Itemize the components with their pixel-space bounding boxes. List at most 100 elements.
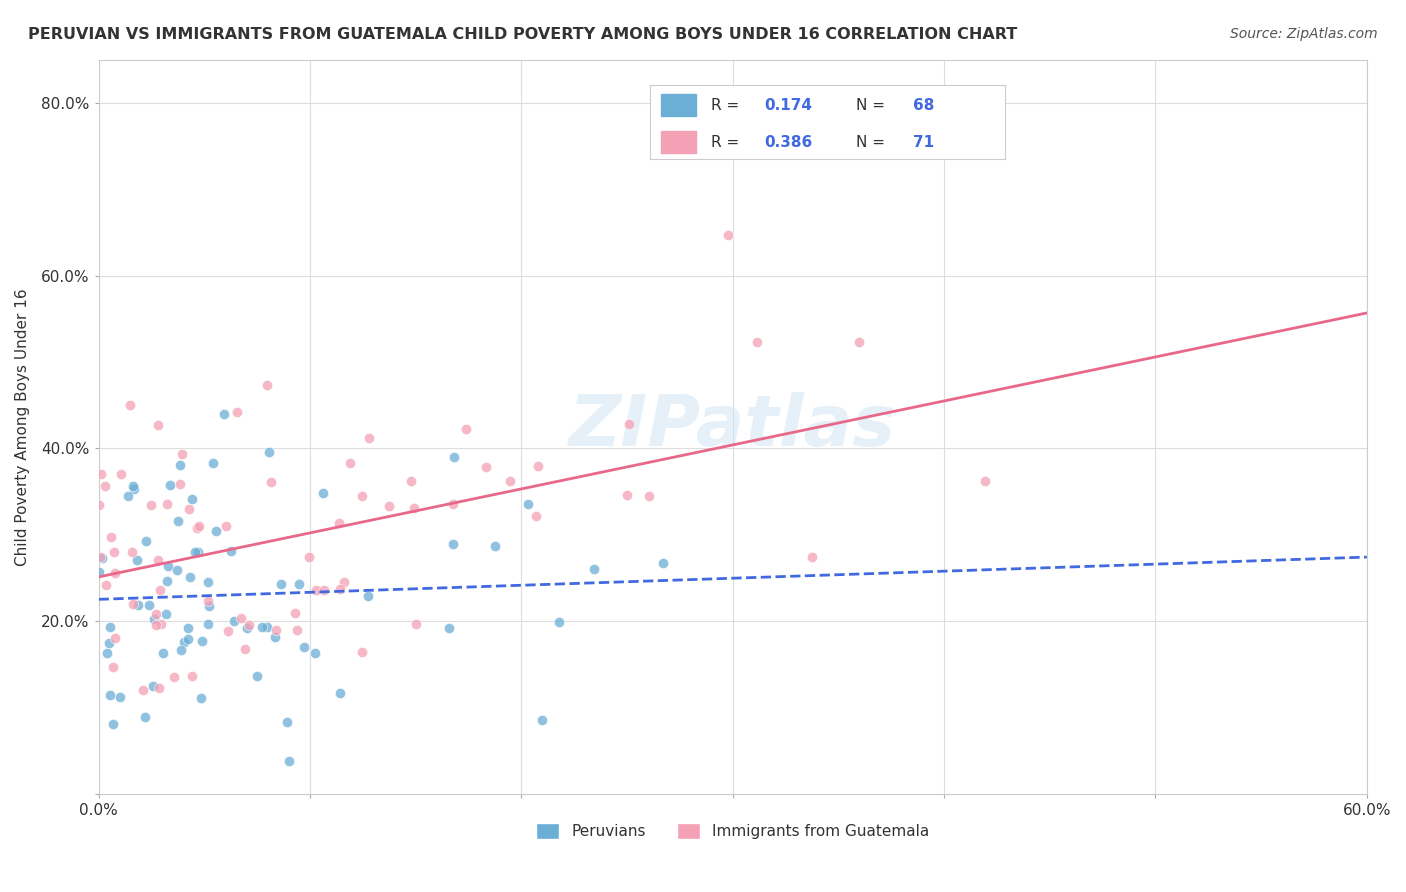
Point	[359, 431, 381, 445]
Point	[150, 617, 173, 632]
Point	[183, 545, 205, 559]
Point	[800, 549, 823, 564]
Point	[328, 516, 350, 530]
Point	[87, 498, 110, 512]
Point	[745, 335, 768, 350]
Point	[548, 615, 571, 630]
Point	[526, 458, 548, 473]
Point	[259, 475, 281, 489]
Point	[170, 447, 193, 461]
Point	[304, 646, 326, 660]
Point	[190, 634, 212, 648]
Point	[89, 550, 111, 565]
Text: ZIPatlas: ZIPatlas	[569, 392, 897, 461]
Point	[221, 544, 243, 558]
Point	[162, 669, 184, 683]
Point	[121, 479, 143, 493]
Point	[159, 478, 181, 492]
Point	[328, 582, 350, 596]
Point	[205, 524, 228, 538]
Point	[122, 598, 145, 612]
Point	[848, 334, 870, 349]
Point	[101, 660, 124, 674]
Point	[152, 646, 174, 660]
Point	[401, 474, 423, 488]
Point	[103, 545, 125, 559]
Point	[134, 710, 156, 724]
Point	[108, 690, 131, 704]
Point	[148, 553, 170, 567]
Point	[256, 619, 278, 633]
Point	[101, 716, 124, 731]
Point	[156, 574, 179, 588]
Point	[181, 669, 204, 683]
Point	[484, 539, 506, 553]
Point	[437, 621, 460, 635]
Point	[224, 614, 246, 628]
Point	[617, 417, 640, 432]
Point	[443, 450, 465, 464]
Point	[110, 467, 132, 481]
Point	[91, 550, 114, 565]
Point	[167, 515, 190, 529]
Point	[145, 618, 167, 632]
Point	[974, 474, 997, 488]
Point	[357, 589, 380, 603]
Point	[177, 502, 200, 516]
Point	[284, 606, 307, 620]
Point	[156, 497, 179, 511]
Point	[122, 482, 145, 496]
Point	[314, 582, 336, 597]
Point	[311, 486, 333, 500]
Point	[287, 577, 309, 591]
Point	[404, 500, 426, 515]
Point	[97, 636, 120, 650]
Point	[652, 557, 675, 571]
Point	[169, 476, 191, 491]
Point	[87, 566, 110, 580]
Point	[516, 497, 538, 511]
Legend: Peruvians, Immigrants from Guatemala: Peruvians, Immigrants from Guatemala	[530, 817, 935, 845]
Point	[236, 621, 259, 635]
Point	[90, 467, 112, 481]
Point	[181, 492, 204, 507]
Point	[197, 617, 219, 632]
Point	[148, 681, 170, 695]
Point	[138, 599, 160, 613]
Point	[176, 621, 198, 635]
Text: PERUVIAN VS IMMIGRANTS FROM GUATEMALA CHILD POVERTY AMONG BOYS UNDER 16 CORRELAT: PERUVIAN VS IMMIGRANTS FROM GUATEMALA CH…	[28, 27, 1018, 42]
Point	[104, 632, 127, 646]
Point	[350, 645, 373, 659]
Point	[332, 574, 354, 589]
Point	[256, 377, 278, 392]
Point	[717, 227, 740, 242]
Point	[186, 521, 208, 535]
Point	[456, 422, 478, 436]
Point	[146, 417, 169, 432]
Point	[276, 714, 298, 729]
Point	[94, 479, 117, 493]
Point	[170, 643, 193, 657]
Point	[638, 489, 661, 503]
Point	[215, 519, 238, 533]
Point	[238, 618, 260, 632]
Point	[378, 500, 401, 514]
Point	[127, 598, 149, 612]
Point	[350, 489, 373, 503]
Text: Source: ZipAtlas.com: Source: ZipAtlas.com	[1230, 27, 1378, 41]
Point	[616, 488, 638, 502]
Point	[231, 611, 253, 625]
Point	[285, 623, 308, 637]
Point	[233, 642, 256, 657]
Point	[298, 550, 321, 565]
Point	[187, 545, 209, 559]
Point	[127, 553, 149, 567]
Point	[339, 456, 361, 470]
Point	[166, 563, 188, 577]
Point	[405, 617, 427, 632]
Point	[149, 582, 172, 597]
Point	[499, 474, 522, 488]
Point	[292, 640, 315, 654]
Point	[304, 583, 326, 598]
Point	[214, 407, 236, 421]
